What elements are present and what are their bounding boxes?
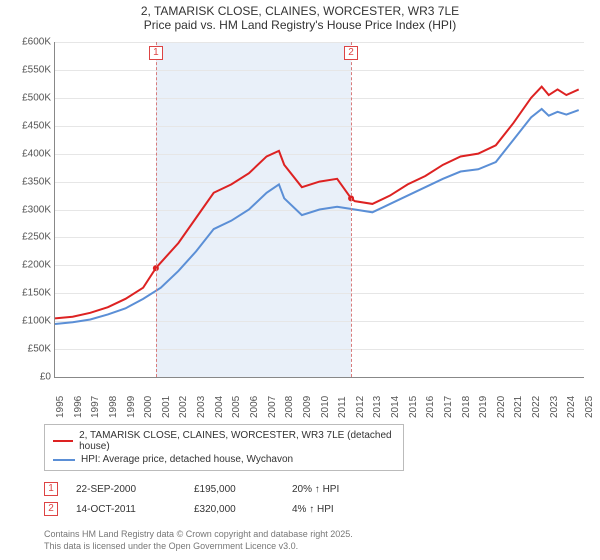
y-axis-label: £0 bbox=[11, 372, 51, 383]
y-axis-label: £50K bbox=[11, 344, 51, 355]
x-axis-label: 2025 bbox=[584, 396, 595, 418]
chart-container: £0 £50K £100K £150K £200K £250K £300K £350K £400… bbox=[10, 38, 590, 418]
x-axis-label: 2021 bbox=[513, 396, 524, 418]
y-axis-label: £400K bbox=[11, 148, 51, 159]
legend-item: 2, TAMARISK CLOSE, CLAINES, WORCESTER, W… bbox=[53, 429, 395, 453]
sale-delta: 4% ↑ HPI bbox=[292, 504, 334, 515]
x-axis-label: 2023 bbox=[549, 396, 560, 418]
chart-title: 2, TAMARISK CLOSE, CLAINES, WORCESTER, W… bbox=[0, 0, 600, 34]
sale-date: 14-OCT-2011 bbox=[76, 504, 176, 515]
x-axis-label: 2000 bbox=[143, 396, 154, 418]
legend: 2, TAMARISK CLOSE, CLAINES, WORCESTER, W… bbox=[44, 424, 404, 471]
x-axis-label: 2004 bbox=[214, 396, 225, 418]
title-line-1: 2, TAMARISK CLOSE, CLAINES, WORCESTER, W… bbox=[0, 4, 600, 18]
x-axis-label: 2008 bbox=[284, 396, 295, 418]
legend-swatch bbox=[53, 459, 75, 461]
x-axis-label: 2005 bbox=[231, 396, 242, 418]
sale-row: 1 22-SEP-2000 £195,000 20% ↑ HPI bbox=[44, 479, 590, 499]
attribution-footer: Contains HM Land Registry data © Crown c… bbox=[44, 529, 590, 552]
x-axis-label: 2013 bbox=[372, 396, 383, 418]
series-line-price_paid bbox=[55, 87, 579, 319]
x-axis-label: 2002 bbox=[178, 396, 189, 418]
y-axis-label: £550K bbox=[11, 64, 51, 75]
sale-marker: 2 bbox=[344, 46, 358, 60]
legend-label: HPI: Average price, detached house, Wych… bbox=[81, 454, 293, 465]
x-axis-label: 2019 bbox=[478, 396, 489, 418]
x-axis-label: 2014 bbox=[390, 396, 401, 418]
y-axis-label: £100K bbox=[11, 316, 51, 327]
footer-line: This data is licensed under the Open Gov… bbox=[44, 541, 590, 553]
x-axis-label: 2024 bbox=[566, 396, 577, 418]
sale-price: £195,000 bbox=[194, 484, 274, 495]
x-axis-label: 1995 bbox=[55, 396, 66, 418]
x-axis-label: 1998 bbox=[108, 396, 119, 418]
y-axis-label: £150K bbox=[11, 288, 51, 299]
legend-swatch bbox=[53, 440, 73, 442]
y-axis-label: £350K bbox=[11, 176, 51, 187]
x-axis-label: 2020 bbox=[496, 396, 507, 418]
x-axis-label: 2016 bbox=[425, 396, 436, 418]
x-axis-label: 2010 bbox=[320, 396, 331, 418]
x-axis-label: 2012 bbox=[355, 396, 366, 418]
x-axis-label: 2007 bbox=[267, 396, 278, 418]
x-axis-label: 2009 bbox=[302, 396, 313, 418]
title-line-2: Price paid vs. HM Land Registry's House … bbox=[0, 18, 600, 32]
legend-item: HPI: Average price, detached house, Wych… bbox=[53, 453, 395, 466]
x-axis-label: 2003 bbox=[196, 396, 207, 418]
x-axis-label: 2006 bbox=[249, 396, 260, 418]
x-axis-label: 2015 bbox=[408, 396, 419, 418]
sale-date: 22-SEP-2000 bbox=[76, 484, 176, 495]
x-axis-label: 2017 bbox=[443, 396, 454, 418]
sale-delta: 20% ↑ HPI bbox=[292, 484, 339, 495]
footer-line: Contains HM Land Registry data © Crown c… bbox=[44, 529, 590, 541]
y-axis-label: £200K bbox=[11, 260, 51, 271]
sale-marker: 1 bbox=[149, 46, 163, 60]
legend-label: 2, TAMARISK CLOSE, CLAINES, WORCESTER, W… bbox=[79, 430, 395, 452]
x-axis-label: 2018 bbox=[461, 396, 472, 418]
y-axis-label: £450K bbox=[11, 120, 51, 131]
x-axis-label: 1996 bbox=[73, 396, 84, 418]
y-axis-label: £500K bbox=[11, 92, 51, 103]
sale-row: 2 14-OCT-2011 £320,000 4% ↑ HPI bbox=[44, 499, 590, 519]
y-axis-label: £250K bbox=[11, 232, 51, 243]
x-axis-label: 2022 bbox=[531, 396, 542, 418]
y-axis-label: £600K bbox=[11, 37, 51, 48]
x-axis-label: 1997 bbox=[90, 396, 101, 418]
x-axis-label: 2011 bbox=[337, 396, 348, 418]
y-axis-label: £300K bbox=[11, 204, 51, 215]
chart-svg bbox=[55, 42, 584, 377]
sale-badge: 1 bbox=[44, 482, 58, 496]
x-axis-label: 2001 bbox=[161, 396, 172, 418]
plot-area: £0£50K£100K£150K£200K£250K£300K£350K£400… bbox=[54, 42, 584, 378]
sale-badge: 2 bbox=[44, 502, 58, 516]
sales-list: 1 22-SEP-2000 £195,000 20% ↑ HPI 2 14-OC… bbox=[44, 479, 590, 519]
sale-price: £320,000 bbox=[194, 504, 274, 515]
x-axis-label: 1999 bbox=[126, 396, 137, 418]
